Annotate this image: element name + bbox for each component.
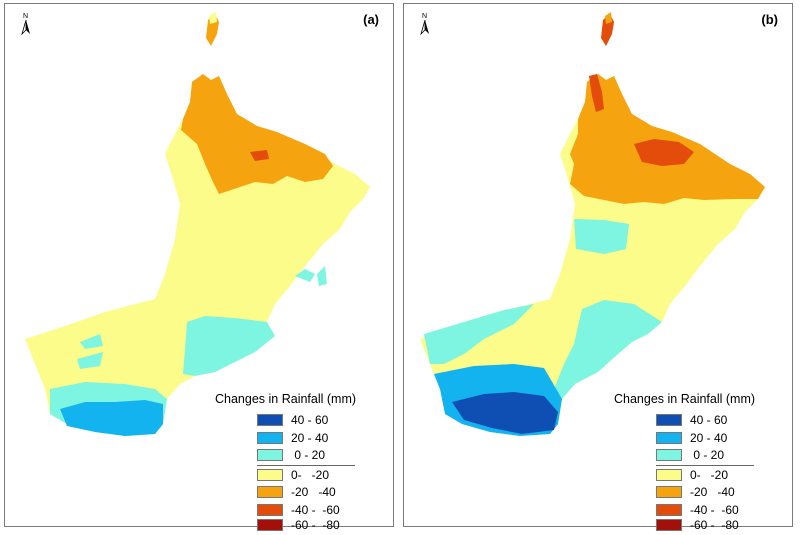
region-north-dark [250,150,269,161]
region-south-cyan [554,300,662,399]
north-arrow-icon: N [420,13,429,36]
legend-swatch [656,504,682,516]
legend-label: -20 -40 [291,485,336,499]
legend-swatch [656,432,682,444]
legend-label: 0 - 20 [291,448,326,462]
legend-label: 40 - 60 [690,413,728,427]
legend-swatch [257,414,283,426]
legend: Changes in Rainfall (mm) 40 - 60 20 - 40… [604,392,784,532]
region-west-cyan-2 [77,352,103,369]
legend-title: Changes in Rainfall (mm) [614,392,756,406]
legend-swatch [257,449,283,461]
legend-label: 0- -20 [291,468,330,482]
region-dhofar-blue [60,400,163,436]
legend-swatch [257,519,283,531]
north-letter: N [23,13,28,20]
musandam-tip [209,12,217,24]
legend-label: -20 -40 [690,485,735,499]
legend-label: 20 - 40 [291,431,329,445]
legend-divider [656,465,754,466]
legend-label: -40 - -60 [291,503,340,517]
legend-divider [257,465,355,466]
region-central-cyan [574,219,629,254]
legend-swatch [656,486,682,498]
region-north-orange [570,74,765,204]
panel-label: (b) [761,12,778,27]
legend-label: 20 - 40 [690,431,728,445]
legend: Changes in Rainfall (mm) 40 - 60 20 - 40… [205,392,385,532]
region-east-cyan [295,269,315,282]
legend-swatch [656,449,682,461]
legend-title: Changes in Rainfall (mm) [215,392,357,406]
region-west-cyan-1 [80,334,103,349]
legend-label: -60 - -80 [690,518,739,532]
map-panel-b: (b) N Changes in Rainfall (mm) 40 - 60 2… [403,3,793,532]
legend-label: 0 - 20 [690,448,725,462]
region-south-cyan [183,316,275,376]
legend-label: -40 - -60 [690,503,739,517]
legend-swatch [257,504,283,516]
region-west-cyan [424,304,534,364]
legend-label: 0- -20 [690,468,729,482]
region-north-red-1 [589,74,604,112]
map-panel-a: (a) N Changes in Rainfall (mm) 40 - 60 2… [4,3,394,532]
musandam-tip [605,12,612,24]
legend-swatch [257,432,283,444]
region-east-cyan-2 [317,266,327,286]
legend-swatch [656,469,682,481]
north-arrow-icon: N [21,13,30,36]
rainfall-map-a [25,12,370,436]
legend-swatch [257,469,283,481]
legend-swatch [656,519,682,531]
rainfall-map-b [420,12,765,436]
legend-swatch [656,414,682,426]
legend-swatch [257,486,283,498]
region-north-orange [181,74,333,194]
legend-label: 40 - 60 [291,413,329,427]
region-north-red-2 [634,139,694,166]
panel-label: (a) [363,12,379,27]
region-dhofar-blue [452,392,558,434]
legend-label: -60 - -80 [291,518,340,532]
north-letter: N [422,13,427,20]
